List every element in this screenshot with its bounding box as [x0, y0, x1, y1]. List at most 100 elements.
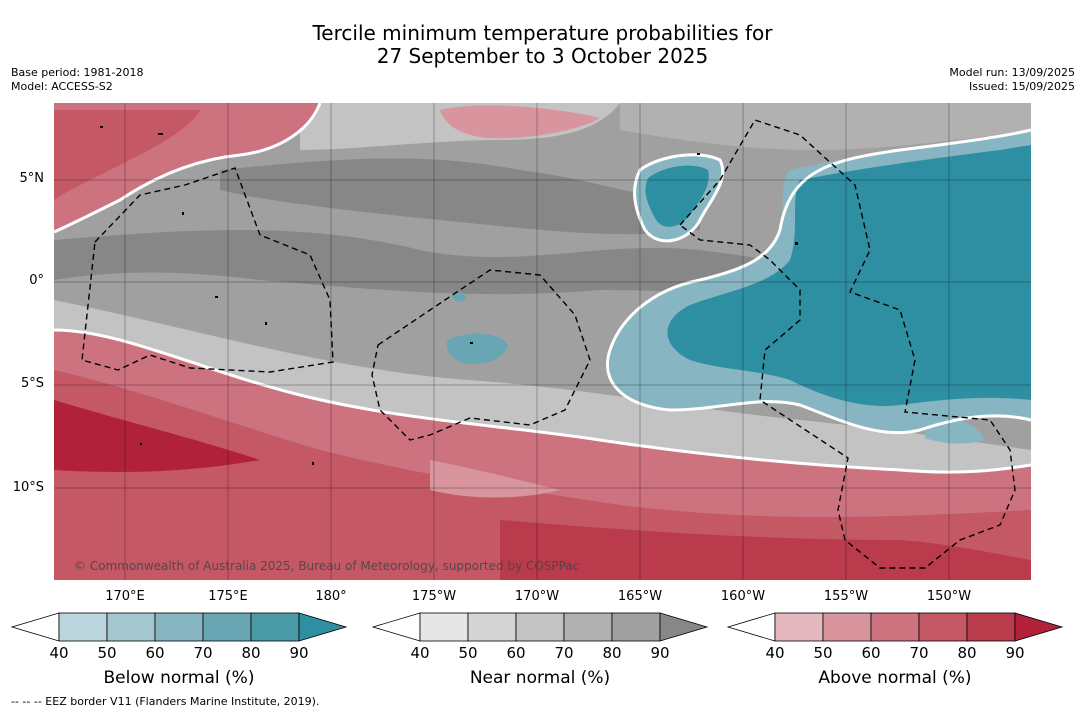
contour-east: [606, 128, 1032, 435]
colorbar-tick: 50: [813, 644, 833, 662]
lon-label: 155°W: [823, 589, 869, 604]
colorbar-tick: 40: [765, 644, 785, 662]
colorbar-near-swatch: [419, 612, 469, 642]
above-normal-south-80: [500, 520, 1031, 580]
eez-border-2: [371, 269, 591, 441]
island-mark: [100, 126, 103, 128]
colorbar-tick: 80: [602, 644, 622, 662]
colorbar-tick: 80: [241, 644, 261, 662]
colorbar-above-swatch: [870, 612, 920, 642]
lon-label: 170°E: [105, 589, 145, 604]
lon-label: 180°: [315, 589, 347, 604]
near-normal-band-ne: [620, 103, 1031, 150]
colorbar-above-low-triangle: [726, 612, 776, 642]
contour-south: [53, 328, 1032, 474]
below-normal-tiny-patch: [452, 292, 466, 302]
lat-label: 5°N: [19, 171, 45, 186]
colorbar-tick: 40: [410, 644, 430, 662]
copyright-notice: © Commonwealth of Australia 2025, Bureau…: [74, 559, 580, 573]
model-run: Model run: 13/09/2025: [949, 66, 1075, 79]
below-normal-east-90: [667, 145, 1031, 406]
colorbar-below-high-triangle: [298, 612, 348, 642]
above-normal-south-70: [54, 370, 1031, 580]
colorbar-above: [726, 612, 1064, 642]
colorbar-tick: 70: [193, 644, 213, 662]
island-mark: [265, 322, 267, 325]
near-normal-band-90-north: [220, 158, 700, 235]
lon-label: 170°W: [514, 589, 560, 604]
model-name: Model: ACCESS-S2: [11, 80, 113, 93]
lon-label: 175°E: [208, 589, 248, 604]
colorbar-near-swatch: [467, 612, 517, 642]
island-mark: [470, 342, 473, 344]
lat-label: 10°S: [12, 480, 44, 495]
colorbar-near-swatch: [515, 612, 565, 642]
colorbar-below-swatch: [58, 612, 108, 642]
colorbar-below-low-triangle: [10, 612, 60, 642]
colorbar-near-swatch: [611, 612, 661, 642]
colorbar-tick: 90: [650, 644, 670, 662]
colorbar-tick: 50: [97, 644, 117, 662]
map-title: Tercile minimum temperature probabilitie…: [0, 22, 1085, 68]
lon-label: 160°W: [720, 589, 766, 604]
title-line-1: Tercile minimum temperature probabilitie…: [312, 21, 773, 45]
colorbar-tick: 90: [1005, 644, 1025, 662]
colorbar-tick: 70: [554, 644, 574, 662]
colorbar-tick: 60: [506, 644, 526, 662]
near-normal-band-60: [54, 300, 1031, 480]
lat-label: 0°: [29, 273, 44, 288]
colorbar-tick: 40: [49, 644, 69, 662]
colorbar-above-high-triangle: [1014, 612, 1064, 642]
colorbar-below-swatch: [250, 612, 300, 642]
islands: [100, 126, 798, 465]
island-mark: [215, 296, 218, 298]
colorbar-near-title: Near normal (%): [469, 668, 611, 688]
colorbar-tick: 60: [861, 644, 881, 662]
meta-right: Model run: 13/09/2025 Issued: 15/09/2025: [949, 66, 1075, 94]
colorbar-tick: 80: [957, 644, 977, 662]
colorbar-below: [10, 612, 348, 642]
eez-footnote: -- -- -- EEZ border V11 (Flanders Marine…: [11, 695, 320, 708]
island-mark: [795, 242, 798, 245]
colorbar-below-swatch: [202, 612, 252, 642]
colorbar-above-swatch: [822, 612, 872, 642]
above-normal-north-patch: [440, 105, 600, 139]
colorbar-tick: 90: [289, 644, 309, 662]
colorbar-below-swatch: [154, 612, 204, 642]
graticule: [54, 103, 1031, 580]
island-mark: [312, 462, 314, 465]
colorbar-below-swatch: [106, 612, 156, 642]
colorbar-above-title: Above normal (%): [818, 668, 972, 688]
colorbar-near: [371, 612, 709, 642]
lon-label: 175°W: [411, 589, 457, 604]
lon-label: 165°W: [617, 589, 663, 604]
issued-date: Issued: 15/09/2025: [968, 80, 1075, 93]
colorbar-above-swatch: [966, 612, 1016, 642]
colorbar-tick: 70: [909, 644, 929, 662]
colorbar-tick: 50: [458, 644, 478, 662]
colorbar-near-high-triangle: [659, 612, 709, 642]
colorbar-above-swatch: [774, 612, 824, 642]
island-mark: [697, 153, 700, 155]
island-mark: [140, 443, 142, 445]
colorbar-below-title: Below normal (%): [103, 668, 255, 688]
lon-label: 150°W: [926, 589, 972, 604]
base-period: Base period: 1981-2018: [11, 66, 144, 79]
eez-border-3: [678, 119, 1016, 569]
above-normal-nw-70: [54, 110, 200, 200]
contour-ne-patch: [633, 153, 725, 243]
meta-left: Base period: 1981-2018 Model: ACCESS-S2: [11, 66, 143, 94]
title-line-2: 27 September to 3 October 2025: [376, 44, 709, 68]
colorbar-near-swatch: [563, 612, 613, 642]
colorbar-tick: 60: [145, 644, 165, 662]
eez-borders: [81, 119, 1016, 569]
colorbar-near-low-triangle: [371, 612, 421, 642]
contour-nw: [53, 102, 322, 234]
above-normal-south-90: [54, 400, 260, 472]
lat-label: 5°S: [20, 376, 44, 391]
below-normal-ne-patch-90: [645, 165, 709, 227]
island-mark: [158, 133, 163, 135]
map-fields: [54, 103, 1031, 580]
forty-percent-contours: [53, 102, 1032, 474]
